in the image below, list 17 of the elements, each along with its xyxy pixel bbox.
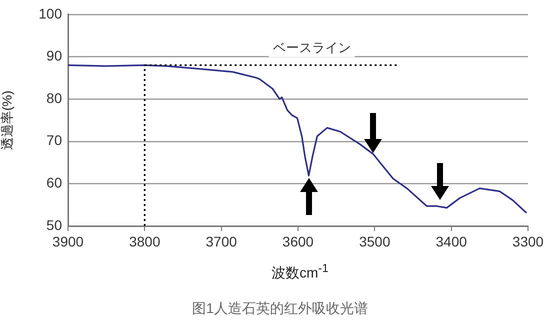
x-tick-label: 3600: [282, 233, 314, 250]
y-tick-label: 80: [46, 90, 62, 106]
x-tick-label: 3700: [206, 233, 238, 250]
y-tick-label: 60: [46, 174, 62, 191]
y-tick-label: 100: [38, 5, 62, 22]
y-axis-title: 透過率(%): [0, 90, 14, 150]
x-tick-label: 3900: [52, 233, 84, 250]
x-axis-title: 波数cm$^{-1}$: [270, 262, 330, 283]
ref-line-label: ベースライン: [272, 40, 351, 55]
x-tick-label: 3300: [512, 233, 544, 250]
y-tick-label: 50: [46, 216, 62, 233]
y-tick-label: 70: [46, 132, 62, 148]
y-tick-label: 90: [46, 48, 62, 64]
x-tick-label: 3500: [359, 233, 390, 250]
x-tick-label: 3400: [436, 233, 468, 250]
caption: 图1人造石英的红外吸收光谱: [191, 300, 369, 318]
x-tick-label: 3800: [129, 233, 160, 250]
